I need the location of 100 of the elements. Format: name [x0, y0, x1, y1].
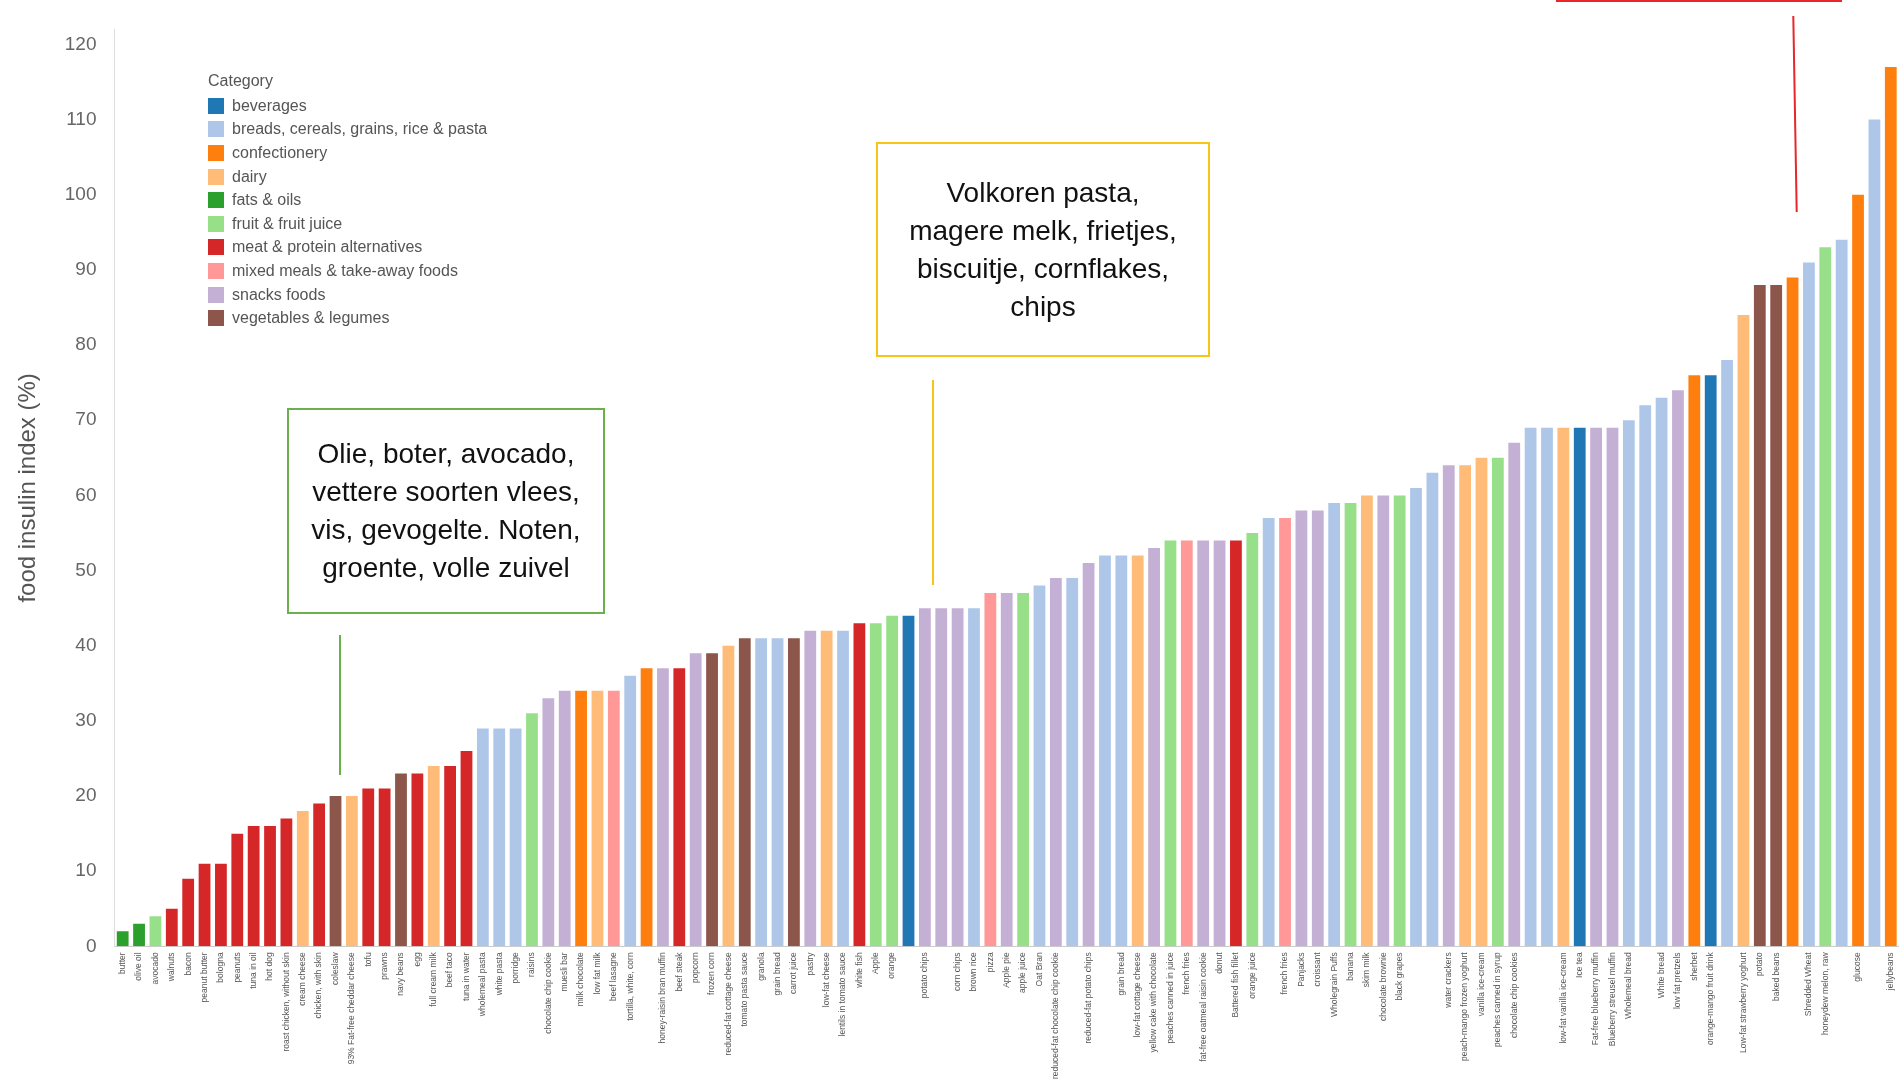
x-tick-label: reduced-fat cottage cheese [722, 952, 733, 1056]
bar [444, 765, 457, 947]
x-tick-label: potato [1754, 952, 1765, 977]
bar [1033, 585, 1046, 947]
bar [1311, 510, 1324, 947]
bar [411, 773, 424, 947]
bar [1115, 555, 1128, 947]
x-tick-label: banana [1344, 952, 1355, 981]
bar [902, 615, 915, 947]
x-tick-label: raisins [526, 952, 537, 977]
x-tick-label: lentils in tomato sauce [837, 952, 848, 1037]
bar [837, 630, 849, 947]
bar [247, 826, 260, 947]
bar [542, 698, 555, 947]
x-tick-label: honeydew melon, raw [1819, 951, 1830, 1036]
x-tick-label: orange-mango fruit drink [1705, 951, 1716, 1045]
bar [1475, 457, 1488, 947]
bar [1049, 578, 1062, 947]
x-tick-label: butter [117, 952, 128, 975]
x-tick-label: low-fat cheese [820, 952, 831, 1008]
bar [329, 796, 342, 947]
legend-label: vegetables & legumes [232, 309, 390, 328]
bar [820, 630, 833, 947]
bar [165, 908, 178, 947]
legend-label: confectionery [232, 143, 328, 162]
y-tick-label: 20 [75, 784, 97, 806]
y-tick-label: 30 [75, 709, 97, 731]
bar [1230, 540, 1242, 947]
x-tick-label: white fish [853, 952, 864, 989]
x-tick-label: full cream milk [428, 951, 439, 1007]
x-tick-label: low-fat vanilla ice-cream [1557, 952, 1568, 1044]
y-tick-label: 10 [75, 859, 97, 881]
bar [1459, 465, 1472, 947]
bar [149, 916, 162, 947]
bar [1573, 427, 1586, 947]
x-tick-label: orange juice [1246, 952, 1257, 999]
legend-title: Category [208, 72, 274, 90]
x-tick-label: bologna [215, 952, 226, 983]
x-tick-label: Fat-free blueberry muffin [1590, 952, 1601, 1046]
bar [1753, 284, 1766, 947]
x-tick-label: Panjacks [1295, 952, 1306, 987]
x-tick-label: corn chips [951, 952, 962, 992]
x-tick-label: Battered fish fillet [1230, 951, 1241, 1018]
bar [1590, 427, 1602, 947]
bar [1803, 262, 1815, 947]
bar [706, 653, 718, 947]
x-tick-label: roast chicken, without skin [280, 952, 291, 1052]
x-tick-label: Apple pie [1001, 952, 1012, 988]
bar [1688, 375, 1701, 947]
x-tick-label: french fries [1279, 952, 1290, 995]
x-tick-label: coleslaw [329, 951, 340, 985]
x-tick-label: pizza [984, 952, 995, 973]
bar [264, 826, 276, 947]
x-tick-label: tofu [362, 952, 373, 967]
bar [788, 638, 800, 947]
x-tick-label: peaches canned in juice [1164, 952, 1175, 1044]
bar [378, 788, 391, 947]
x-tick-label: low-fat cottage cheese [1132, 952, 1143, 1038]
bar [1099, 555, 1111, 947]
bar [1393, 495, 1406, 947]
x-tick-label: olive oil [133, 952, 144, 981]
bar [493, 728, 506, 947]
x-tick-label: hot dog [264, 952, 275, 981]
x-tick-label: reduced-fat potato chips [1082, 952, 1093, 1044]
x-tick-label: honey-raisin bran muffin [657, 952, 668, 1044]
x-tick-label: bacon [182, 952, 193, 976]
bar [427, 765, 440, 947]
legend-label: snacks foods [232, 285, 326, 304]
bar [1180, 540, 1193, 947]
bar [395, 773, 407, 947]
x-tick-label: grain bread [771, 952, 782, 996]
x-tick-label: fat-free oatmeal raisin cookie [1197, 952, 1208, 1062]
bar [1557, 427, 1570, 947]
bar [886, 615, 899, 947]
x-tick-label: peanut butter [198, 952, 209, 1003]
bar [607, 690, 620, 947]
bar [1361, 495, 1373, 947]
x-tick-label: french fries [1181, 952, 1192, 995]
bar [657, 668, 669, 947]
legend-label: dairy [232, 167, 267, 186]
y-tick-label: 110 [66, 107, 97, 129]
bar [1197, 540, 1210, 947]
bar [689, 653, 702, 947]
bar [591, 690, 604, 947]
bar [1786, 277, 1799, 947]
bar [215, 863, 227, 947]
x-tick-label: chicken, with skin [313, 952, 324, 1019]
bar [1606, 427, 1619, 947]
x-tick-label: Apple [870, 952, 881, 975]
x-tick-label: carrot juice [788, 952, 799, 994]
x-tick-label: peanuts [231, 952, 242, 983]
bar [1884, 66, 1897, 947]
bar [1819, 247, 1832, 947]
bar [1279, 517, 1291, 947]
x-tick-label: Wholegrain Puffs [1328, 952, 1339, 1017]
x-tick-label: vanilla ice-cream [1475, 952, 1486, 1017]
annotation: Volkoren pasta, magere melk, frietjes, biscuitje, cornflakes, chips [876, 142, 1210, 357]
bar [1410, 487, 1422, 947]
x-tick-label: milk chocolate [575, 952, 586, 1007]
x-tick-label: pastry [804, 951, 815, 976]
